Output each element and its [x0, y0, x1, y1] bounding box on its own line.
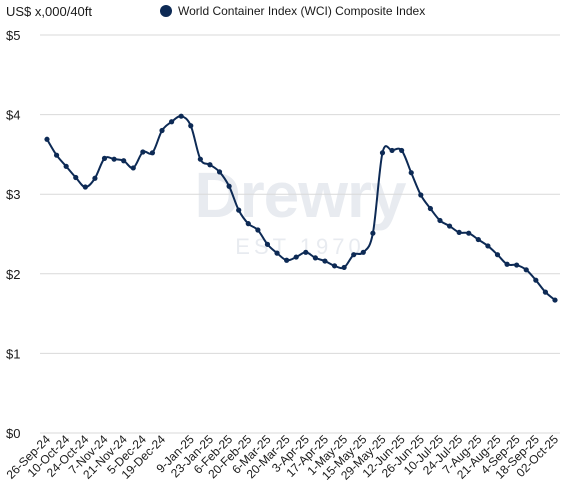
data-point	[130, 165, 136, 171]
y-tick-label: $0	[6, 426, 20, 441]
data-point	[504, 261, 510, 267]
y-tick-label: $4	[6, 108, 20, 123]
data-point	[399, 147, 405, 154]
data-point	[101, 155, 108, 161]
data-point	[456, 229, 462, 236]
data-point	[293, 254, 299, 260]
y-tick-label: $2	[6, 267, 20, 282]
y-axis-title: US$ x,000/40ft	[6, 4, 92, 19]
y-tick-label: $5	[6, 28, 20, 43]
data-point	[312, 255, 318, 261]
data-point	[341, 264, 347, 271]
data-point	[284, 257, 290, 263]
data-point	[197, 156, 203, 162]
data-point	[418, 192, 424, 198]
data-point	[226, 183, 232, 189]
data-point	[188, 123, 194, 129]
data-point	[351, 252, 357, 258]
y-tick-label: $1	[6, 346, 20, 361]
legend-label: World Container Index (WCI) Composite In…	[178, 4, 426, 18]
data-point	[82, 184, 88, 190]
data-point	[92, 175, 98, 181]
data-point	[255, 227, 261, 233]
data-point	[408, 170, 414, 176]
series-line	[46, 115, 556, 301]
data-point	[446, 223, 453, 229]
data-point	[514, 262, 520, 268]
data-point	[216, 169, 223, 175]
y-tick-label: $3	[6, 187, 20, 202]
data-point	[437, 217, 443, 224]
data-point	[73, 174, 79, 181]
data-point	[274, 250, 280, 256]
data-point	[207, 162, 213, 168]
data-point	[111, 156, 117, 162]
data-point	[533, 277, 539, 283]
data-point	[542, 289, 549, 295]
data-point	[379, 150, 386, 156]
data-point	[466, 230, 472, 236]
data-point	[389, 147, 395, 154]
data-point	[494, 252, 501, 258]
data-point	[370, 230, 376, 236]
data-point	[159, 127, 165, 134]
data-point	[303, 249, 309, 255]
data-point	[245, 221, 251, 227]
legend-marker-icon	[160, 5, 172, 17]
data-point	[427, 205, 433, 212]
data-point	[178, 113, 184, 119]
data-point	[63, 163, 69, 169]
data-point	[169, 119, 175, 125]
data-point	[44, 136, 50, 142]
data-point	[360, 249, 366, 255]
data-point	[264, 241, 271, 247]
data-point	[140, 149, 146, 155]
data-point	[236, 207, 242, 213]
data-point	[149, 150, 156, 156]
data-point	[322, 258, 328, 264]
data-point	[53, 152, 60, 158]
data-point	[485, 243, 491, 249]
data-point	[523, 267, 529, 273]
data-point	[552, 297, 558, 303]
data-point	[121, 158, 127, 164]
data-point	[331, 263, 338, 269]
legend: World Container Index (WCI) Composite In…	[160, 4, 425, 18]
data-point	[475, 236, 481, 243]
